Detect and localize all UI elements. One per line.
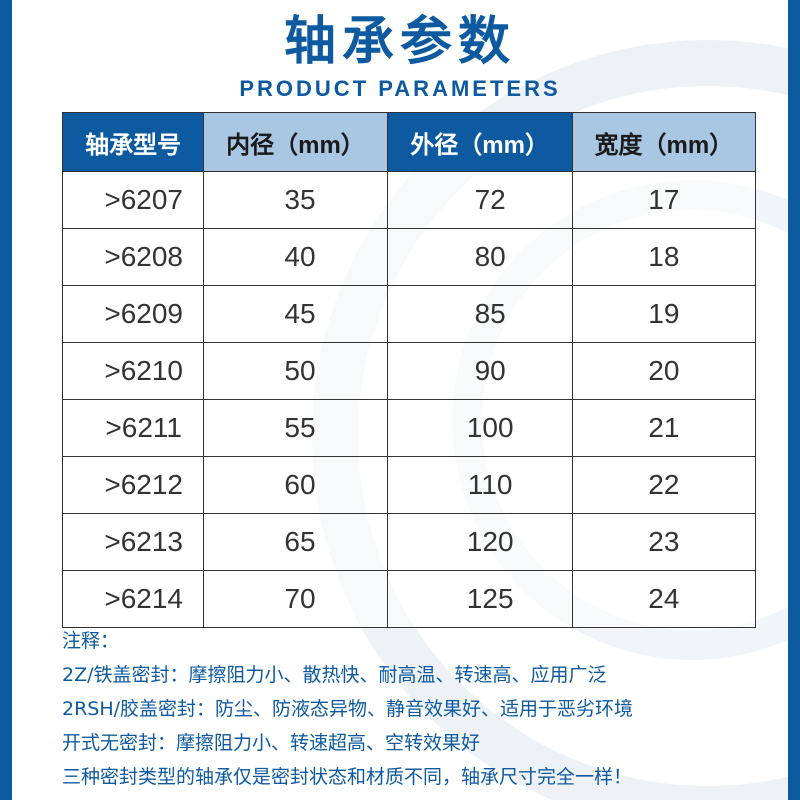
table-row: >6210 50 90 20	[61, 342, 757, 400]
cell-outer-diameter: 80	[386, 228, 573, 286]
cell-outer-diameter: 90	[386, 342, 573, 400]
note-line-2z: 2Z/铁盖密封：摩擦阻力小、散热快、耐高温、转速高、应用广泛	[62, 664, 607, 686]
page-subtitle: PRODUCT PARAMETERS	[239, 76, 561, 101]
cell-width: 24	[571, 570, 757, 628]
note-line-2rsh: 2RSH/胶盖密封：防尘、防液态异物、静音效果好、适用于恶劣环境	[62, 698, 634, 720]
table-header-row: 轴承型号 内径（mm） 外径（mm） 宽度（mm）	[61, 112, 757, 172]
note-line-summary: 三种密封类型的轴承仅是密封状态和材质不同，轴承尺寸完全一样！	[62, 766, 633, 788]
cell-outer-diameter: 125	[386, 570, 573, 628]
cell-outer-diameter: 72	[386, 171, 573, 229]
cell-width: 20	[571, 342, 757, 400]
cell-outer-diameter: 85	[386, 285, 573, 343]
cell-inner-diameter: 55	[203, 399, 388, 457]
header-inner-diameter: 内径（mm）	[203, 112, 388, 172]
cell-model: >6207	[61, 171, 205, 229]
cell-inner-diameter: 45	[203, 285, 388, 343]
cell-inner-diameter: 50	[203, 342, 388, 400]
cell-model: >6213	[61, 513, 205, 571]
table-row: >6208 40 80 18	[61, 228, 757, 286]
cell-width: 22	[571, 456, 757, 514]
cell-width: 23	[571, 513, 757, 571]
cell-model: >6212	[61, 456, 205, 514]
cell-model: >6211	[61, 399, 205, 457]
cell-model: >6210	[61, 342, 205, 400]
cell-outer-diameter: 110	[386, 456, 573, 514]
cell-inner-diameter: 35	[203, 171, 388, 229]
notes-label: 注释：	[62, 630, 120, 652]
table-row: >6212 60 110 22	[61, 456, 757, 514]
cell-inner-diameter: 60	[203, 456, 388, 514]
header-width: 宽度（mm）	[571, 112, 757, 172]
cell-model: >6214	[61, 570, 205, 628]
cell-outer-diameter: 100	[386, 399, 573, 457]
cell-model: >6208	[61, 228, 205, 286]
table-row: >6214 70 125 24	[61, 570, 757, 628]
cell-model: >6209	[61, 285, 205, 343]
bearing-parameters-table: 轴承型号 内径（mm） 外径（mm） 宽度（mm） >6207 35 72 17…	[61, 112, 757, 628]
cell-width: 18	[571, 228, 757, 286]
notes-section: 注释： 2Z/铁盖密封：摩擦阻力小、散热快、耐高温、转速高、应用广泛 2RSH/…	[62, 624, 768, 794]
cell-outer-diameter: 120	[386, 513, 573, 571]
page-title: 轴承参数	[283, 12, 516, 72]
table-row: >6211 55 100 21	[61, 399, 757, 457]
cell-inner-diameter: 40	[203, 228, 388, 286]
cell-width: 17	[571, 171, 757, 229]
header-outer-diameter: 外径（mm）	[386, 112, 573, 172]
cell-inner-diameter: 65	[203, 513, 388, 571]
cell-inner-diameter: 70	[203, 570, 388, 628]
table-row: >6213 65 120 23	[61, 513, 757, 571]
cell-width: 21	[571, 399, 757, 457]
cell-width: 19	[571, 285, 757, 343]
table-row: >6207 35 72 17	[61, 171, 757, 229]
table-row: >6209 45 85 19	[61, 285, 757, 343]
note-line-open: 开式无密封：摩擦阻力小、转速超高、空转效果好	[62, 732, 481, 754]
header-model: 轴承型号	[61, 112, 205, 172]
